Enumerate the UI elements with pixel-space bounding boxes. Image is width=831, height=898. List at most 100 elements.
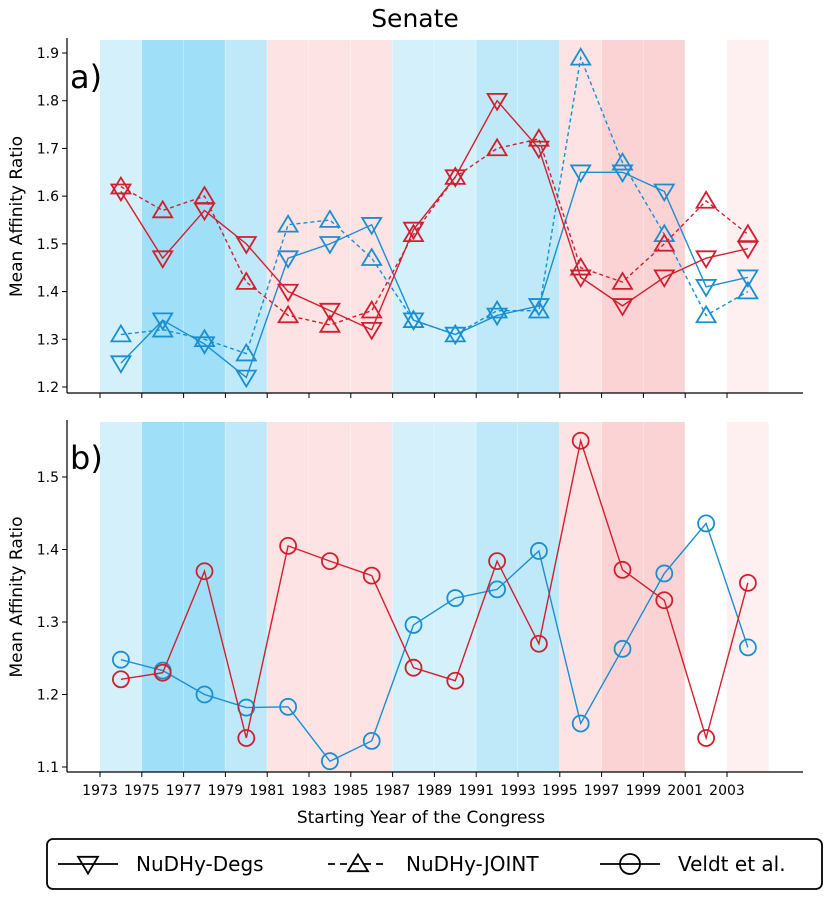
congress-band: [309, 422, 351, 772]
shading-bands: [100, 422, 770, 772]
congress-band: [727, 422, 769, 772]
data-point: [695, 304, 718, 324]
legend-marker-triangle-up-icon: [346, 852, 370, 873]
data-point: [404, 616, 423, 634]
congress-band: [601, 40, 644, 393]
data-point: [277, 283, 300, 303]
data-point: [193, 328, 216, 348]
data-point: [318, 209, 341, 228]
congress-band: [643, 422, 686, 772]
series-line: [120, 138, 749, 326]
data-point: [613, 560, 632, 579]
data-point: [486, 307, 509, 327]
x-tick-label: 1989: [417, 783, 453, 799]
legend: NuDHy-Degs NuDHy-JOINT Veldt et al.: [46, 838, 823, 890]
congress-band: [183, 40, 226, 393]
series-line: [120, 99, 749, 331]
series-line: [120, 521, 749, 763]
data-point: [736, 223, 759, 243]
congress-band: [267, 422, 309, 772]
legend-entry: NuDHy-JOINT: [328, 852, 539, 876]
y-tick-label: 1.5: [37, 470, 59, 486]
legend-entry: NuDHy-Degs: [58, 852, 264, 876]
data-point: [277, 213, 300, 233]
legend-label: NuDHy-JOINT: [406, 852, 539, 876]
congress-band: [601, 422, 644, 772]
shading-bands: [100, 40, 770, 393]
data-point: [444, 166, 467, 185]
y-tick-label: 1.9: [37, 46, 59, 62]
series: [109, 164, 759, 389]
y-tick-label: 1.3: [37, 615, 59, 631]
congress-band: [225, 422, 268, 772]
data-point: [360, 299, 383, 319]
legend-label: Veldt et al.: [678, 852, 786, 876]
series-line: [120, 438, 749, 741]
data-point: [613, 639, 632, 658]
data-point: [444, 326, 467, 346]
data-point: [235, 369, 258, 389]
data-point: [320, 552, 339, 570]
data-point: [569, 46, 592, 66]
data-point: [446, 589, 465, 607]
data-point: [739, 638, 757, 657]
data-point: [109, 323, 132, 343]
congress-band: [518, 422, 560, 772]
congress-band: [183, 422, 226, 772]
data-point: [318, 302, 341, 322]
data-point: [486, 299, 509, 319]
data-point: [571, 431, 590, 450]
data-point: [151, 318, 174, 338]
data-point: [653, 183, 676, 203]
data-point: [530, 542, 548, 560]
data-point: [444, 323, 467, 343]
y-axis-label: Mean Affinity Ratio: [7, 136, 27, 297]
data-point: [402, 309, 425, 328]
x-tick-label: 1985: [333, 783, 369, 799]
data-point: [655, 591, 674, 610]
data-point: [362, 566, 381, 585]
data-point: [569, 164, 592, 184]
data-point: [235, 342, 258, 362]
x-tick-label: 1975: [124, 783, 160, 799]
data-point: [695, 279, 718, 298]
legend-box: [46, 838, 823, 890]
x-axis-label: Starting Year of the Congress: [297, 808, 545, 828]
data-point: [655, 564, 674, 583]
data-point: [151, 250, 174, 269]
x-tick-label: 1973: [82, 783, 118, 799]
congress-band: [350, 40, 393, 393]
data-point: [109, 175, 132, 195]
data-point: [109, 183, 132, 203]
legend-marker-triangle-down-icon: [76, 855, 100, 876]
data-point: [193, 185, 216, 204]
y-tick-label: 1.2: [37, 688, 59, 704]
data-point: [235, 271, 258, 290]
legend-entry: Veldt et al.: [600, 852, 786, 876]
x-tick-label: 2003: [709, 783, 745, 799]
y-tick-label: 1.1: [37, 760, 59, 776]
series: [109, 128, 759, 333]
data-point: [402, 223, 425, 243]
panel-label: b): [70, 439, 103, 477]
data-point: [530, 634, 548, 653]
data-point: [486, 92, 509, 112]
data-point: [237, 729, 256, 747]
series-line: [120, 55, 749, 355]
congress-band: [100, 40, 142, 393]
shared-x-axis: 1973 1975 1977 1979 1981 1983 1985 1987 1989 1991…: [82, 772, 745, 799]
data-point: [569, 269, 592, 289]
panel-label: a): [70, 58, 102, 96]
y-tick-label: 1.4: [37, 285, 59, 301]
data-point: [446, 671, 465, 690]
x-tick-label: 1999: [626, 783, 662, 799]
data-point: [571, 714, 590, 733]
series: [109, 92, 759, 341]
x-tick-label: 2001: [667, 783, 703, 799]
data-point: [195, 562, 214, 581]
data-point: [611, 298, 634, 317]
data-point: [151, 312, 174, 331]
congress-band: [518, 40, 560, 393]
congress-band: [643, 40, 686, 393]
data-point: [279, 697, 298, 716]
